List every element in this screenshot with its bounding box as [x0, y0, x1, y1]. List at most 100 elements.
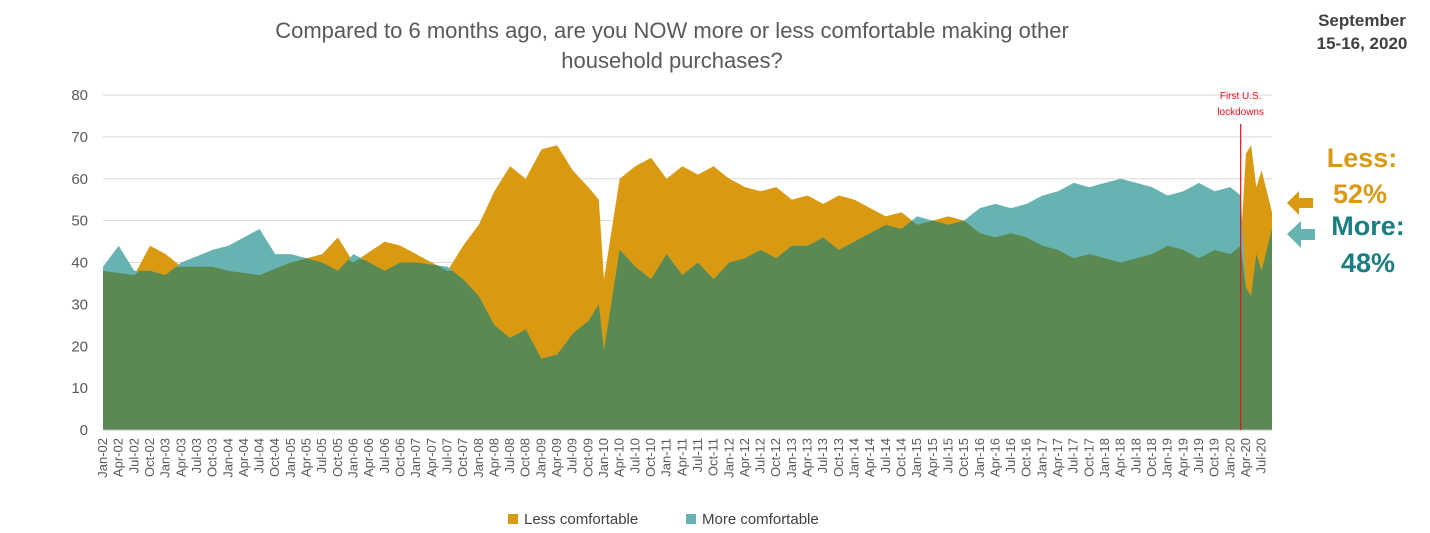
legend-label-less: Less comfortable	[524, 511, 638, 528]
x-tick-label: Jan-08	[471, 438, 486, 478]
x-tick-label: Jan-18	[1097, 438, 1112, 478]
y-tick-label: 30	[71, 296, 88, 313]
x-tick-label: Oct-11	[706, 438, 721, 476]
x-tick-label: Jul-18	[1128, 438, 1143, 473]
x-tick-label: Oct-16	[1019, 438, 1034, 477]
x-tick-label: Apr-15	[925, 438, 940, 477]
x-tick-label: Oct-12	[768, 438, 783, 477]
x-tick-label: Oct-19	[1207, 438, 1222, 477]
x-tick-label: Jul-14	[878, 438, 893, 473]
x-tick-label: Oct-13	[831, 438, 846, 477]
x-tick-label: Jul-02	[126, 438, 141, 473]
x-tick-label: Apr-06	[361, 438, 376, 477]
callout-more-value: 48%	[1341, 248, 1395, 278]
y-tick-label: 0	[80, 422, 88, 439]
x-tick-label: Jan-05	[283, 438, 298, 478]
x-tick-label: Jul-15	[940, 438, 955, 473]
x-tick-label: Oct-17	[1081, 438, 1096, 477]
lockdown-label-line-1: First U.S.	[1220, 91, 1262, 102]
x-tick-label: Jan-17	[1034, 438, 1049, 478]
x-tick-label: Oct-03	[205, 438, 220, 477]
x-tick-label: Apr-20	[1238, 438, 1253, 477]
x-tick-label: Apr-07	[424, 438, 439, 477]
legend: Less comfortable More comfortable	[508, 511, 819, 528]
x-tick-label: Jul-11	[690, 438, 705, 472]
x-tick-label: Jul-20	[1254, 438, 1269, 473]
chart-title-line-1: Compared to 6 months ago, are you NOW mo…	[275, 18, 1069, 43]
x-tick-label: Oct-02	[142, 438, 157, 477]
legend-swatch-less	[508, 514, 518, 524]
x-tick-label: Oct-06	[393, 438, 408, 477]
x-tick-label: Jan-06	[346, 438, 361, 478]
y-tick-label: 50	[71, 213, 88, 230]
y-tick-label: 70	[71, 129, 88, 146]
lockdown-label-line-2: lockdowns	[1217, 107, 1264, 118]
x-tick-label: Apr-10	[612, 438, 627, 477]
legend-swatch-more	[686, 514, 696, 524]
date-label-line-2: 15-16, 2020	[1317, 34, 1408, 53]
x-tick-label: Oct-18	[1144, 438, 1159, 477]
x-tick-label: Jul-16	[1003, 438, 1018, 473]
x-tick-label: Jan-15	[909, 438, 924, 478]
arrow-left-icon	[1287, 191, 1313, 215]
x-tick-label: Jan-04	[220, 438, 235, 478]
x-axis: Jan-02 Apr-02 Jul-02 Oct-02 Jan-03 Apr-03 Jul-…	[95, 438, 1269, 478]
x-tick-label: Apr-17	[1050, 438, 1065, 477]
y-tick-label: 60	[71, 171, 88, 188]
x-tick-label: Jul-12	[753, 438, 768, 473]
chart-title-line-2: household purchases?	[561, 48, 782, 73]
x-tick-label: Apr-13	[800, 438, 815, 477]
x-tick-label: Oct-15	[956, 438, 971, 477]
x-tick-label: Jul-06	[377, 438, 392, 473]
callout-more: More: 48%	[1287, 211, 1405, 278]
x-tick-label: Jan-14	[847, 438, 862, 478]
x-tick-label: Jul-08	[502, 438, 517, 473]
x-tick-label: Jul-07	[439, 438, 454, 473]
x-tick-label: Jul-03	[189, 438, 204, 473]
x-tick-label: Apr-19	[1175, 438, 1190, 477]
x-tick-label: Apr-08	[486, 438, 501, 477]
x-tick-label: Apr-18	[1113, 438, 1128, 477]
x-tick-label: Jul-17	[1066, 438, 1081, 473]
x-tick-label: Jan-20	[1222, 438, 1237, 478]
x-tick-label: Jul-13	[815, 438, 830, 473]
date-label-line-1: September	[1318, 11, 1406, 30]
x-tick-label: Jan-09	[533, 438, 548, 478]
x-tick-label: Jul-09	[565, 438, 580, 473]
x-tick-label: Jan-03	[158, 438, 173, 478]
y-tick-label: 20	[71, 338, 88, 355]
callout-less: Less: 52%	[1287, 143, 1397, 215]
x-tick-label: Jan-13	[784, 438, 799, 478]
x-tick-label: Oct-07	[455, 438, 470, 477]
x-tick-label: Oct-10	[643, 438, 658, 477]
x-tick-label: Oct-04	[267, 438, 282, 477]
x-tick-label: Apr-02	[111, 438, 126, 477]
x-tick-label: Oct-09	[580, 438, 595, 477]
x-tick-label: Jan-19	[1160, 438, 1175, 478]
x-tick-label: Jul-10	[627, 438, 642, 473]
y-tick-label: 40	[71, 255, 88, 272]
arrow-left-icon	[1287, 221, 1315, 248]
x-tick-label: Oct-08	[518, 438, 533, 477]
x-tick-label: Jan-11	[659, 438, 674, 477]
legend-label-more: More comfortable	[702, 511, 819, 528]
x-tick-label: Apr-03	[173, 438, 188, 477]
callout-more-label: More:	[1331, 211, 1405, 241]
x-tick-label: Jan-16	[972, 438, 987, 478]
x-tick-label: Apr-14	[862, 438, 877, 477]
lockdown-annotation: First U.S. lockdowns	[1217, 91, 1264, 430]
x-tick-label: Apr-04	[236, 438, 251, 477]
y-tick-label: 10	[71, 380, 88, 397]
x-tick-label: Apr-05	[299, 438, 314, 477]
x-tick-label: Apr-09	[549, 438, 564, 477]
x-tick-label: Jan-07	[408, 438, 423, 478]
y-axis: 0 10 20 30 40 50 60 70 80	[71, 87, 88, 439]
x-tick-label: Jul-04	[252, 438, 267, 473]
x-tick-label: Apr-11	[674, 438, 689, 476]
x-tick-label: Apr-16	[987, 438, 1002, 477]
x-tick-label: Oct-14	[894, 438, 909, 477]
x-tick-label: Oct-05	[330, 438, 345, 477]
x-tick-label: Jul-05	[314, 438, 329, 473]
y-tick-label: 80	[71, 87, 88, 104]
